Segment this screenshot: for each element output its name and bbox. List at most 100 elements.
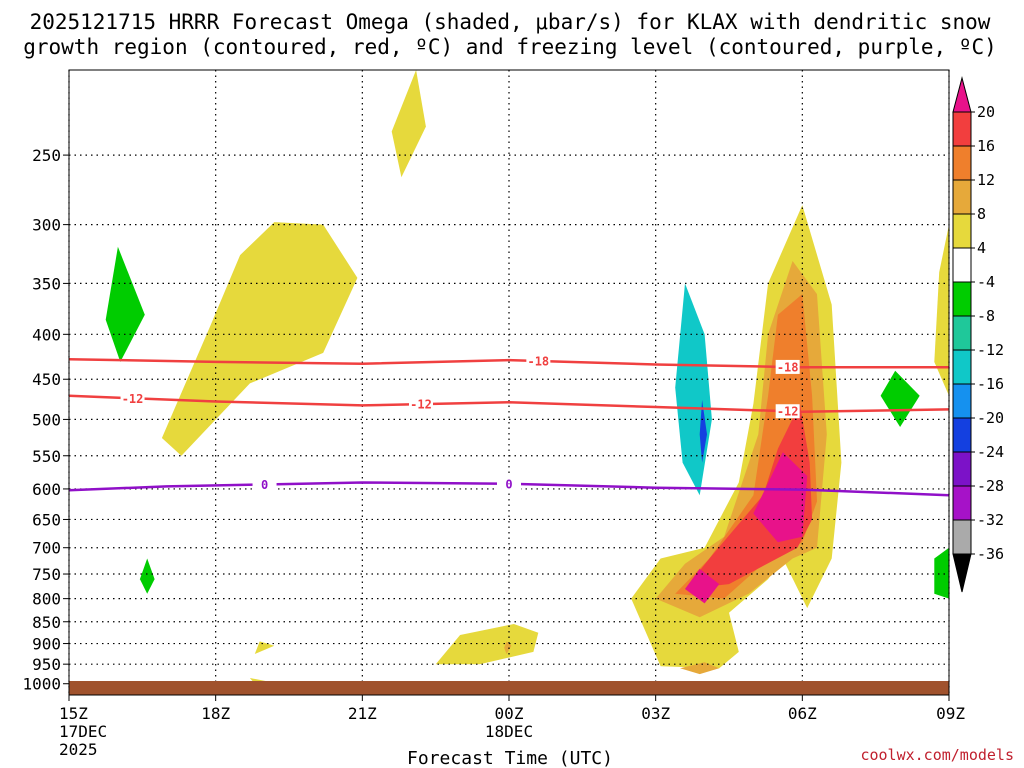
colorbar-label: 16 [977, 137, 995, 155]
x-tick-label: 18Z [201, 704, 230, 723]
y-tick-label: 900 [32, 635, 61, 654]
colorbar-bin [952, 519, 972, 555]
x-tick-label: 09Z [936, 704, 965, 723]
colorbar-label: -8 [977, 307, 995, 325]
omega-max-lower [685, 568, 720, 604]
colorbar-bin [952, 485, 972, 521]
y-tick-label: 450 [32, 370, 61, 389]
contour-label-bg [497, 476, 521, 491]
chart-title-line-2: growth region (contoured, red, ºC) and f… [23, 35, 997, 59]
ground-surface [69, 681, 949, 695]
omega-area-upper-mid [161, 222, 358, 456]
y-tick-label: 750 [32, 565, 61, 584]
omega-area-mid [391, 395, 465, 483]
y-tick-label: 800 [32, 590, 61, 609]
contour-label: -12 [777, 405, 799, 419]
contour-label-bg [252, 477, 277, 492]
omega-core-mid-left [139, 558, 155, 594]
plot-area: -18 -18 -12 -12 -12 0 0 [68, 69, 950, 696]
y-tick-label: 700 [32, 539, 61, 558]
y-tick-label: 250 [32, 146, 61, 165]
contour-line-0 [68, 357, 949, 369]
x-axis-title: Forecast Time (UTC) [407, 748, 613, 768]
colorbar: 20 16 12 8 4 -4 -8 -12 -16 -20 -24 -28 -32 -36 [952, 76, 1004, 593]
x-tick-label: 00Z [495, 704, 524, 723]
colorbar-bin [952, 315, 972, 351]
y-tick-label: 550 [32, 447, 61, 466]
y-tick-label: 850 [32, 613, 61, 632]
omega-min-core [699, 399, 707, 463]
colorbar-bin [952, 145, 972, 181]
contour-label-bg [775, 404, 800, 419]
contour-label: 0 [505, 477, 512, 491]
y-tick-label: 300 [32, 216, 61, 235]
omega-area-16 [685, 403, 813, 589]
omega-max-core [753, 452, 808, 543]
x-tick-year: 2025 [59, 740, 98, 759]
colorbar-label: -16 [977, 375, 1004, 393]
colorbar-bin [952, 417, 972, 453]
colorbar-bin [952, 179, 972, 215]
x-tick-label: 03Z [641, 704, 670, 723]
colorbar-bin [952, 349, 972, 385]
colorbar-bin [952, 247, 972, 283]
colorbar-bin [952, 213, 972, 249]
contour-label-bg [120, 391, 145, 406]
colorbar-label: 4 [977, 239, 986, 257]
omega-core-low-mid [504, 641, 512, 654]
colorbar-bin [952, 111, 972, 147]
colorbar-label: -12 [977, 341, 1004, 359]
x-tick-label: 21Z [348, 704, 377, 723]
y-tick-label: 600 [32, 480, 61, 499]
colorbar-label: -24 [977, 443, 1004, 461]
colorbar-bottom-arrow [952, 553, 972, 593]
x-tick-date: 18DEC [485, 722, 533, 741]
omega-area-top-mid [391, 70, 426, 178]
colorbar-top-arrow [952, 76, 972, 113]
chart-title-line-1: 2025121715 HRRR Forecast Omega (shaded, … [30, 10, 991, 34]
omega-core-lower-right [934, 547, 949, 599]
colorbar-label: 20 [977, 103, 995, 121]
contour-line-2 [68, 481, 950, 497]
y-axis-ticks: 250 300 350 400 450 500 550 600 650 700 750 800 850 9… [22, 146, 69, 694]
colorbar-bin [952, 281, 972, 317]
colorbar-label: -32 [977, 511, 1004, 529]
colorbar-label: -4 [977, 273, 995, 291]
x-tick-label: 06Z [788, 704, 817, 723]
contour-line-1 [68, 394, 950, 413]
colorbar-label: -20 [977, 409, 1004, 427]
omega-area-small-left [254, 641, 275, 654]
y-tick-label: 400 [32, 325, 61, 344]
y-tick-label: 650 [32, 510, 61, 529]
colorbar-label: 12 [977, 171, 995, 189]
x-tick-date: 17DEC [59, 722, 107, 741]
colorbar-label: -36 [977, 545, 1004, 563]
contour-label-bg [775, 359, 800, 374]
temperature-contours: -18 -18 -12 -12 -12 0 0 [68, 354, 950, 497]
omega-area-tiny-right [755, 626, 769, 644]
contour-label: -12 [410, 398, 432, 412]
omega-core-right [880, 370, 920, 427]
contour-label: 0 [261, 478, 268, 492]
contour-label: -18 [527, 355, 549, 369]
credit-text: coolwx.com/models [860, 746, 1014, 764]
omega-core-low-right [680, 662, 720, 675]
omega-area-top-right [509, 70, 725, 526]
omega-area-small-mid [504, 563, 534, 594]
colorbar-bin [952, 451, 972, 487]
y-tick-label: 950 [32, 655, 61, 674]
contour-label: -12 [122, 392, 144, 406]
colorbar-bin [952, 383, 972, 419]
omega-area-right-top [841, 70, 949, 463]
contour-label-bg [526, 354, 551, 369]
contour-label: -18 [777, 360, 799, 374]
contour-label-bg [409, 397, 433, 412]
colorbar-label: 8 [977, 205, 986, 223]
x-tick-label: 15Z [59, 704, 88, 723]
omega-area-lower-right [836, 519, 949, 675]
y-tick-label: 500 [32, 410, 61, 429]
omega-area-tiny-green [108, 672, 118, 678]
y-tick-label: 350 [32, 274, 61, 293]
